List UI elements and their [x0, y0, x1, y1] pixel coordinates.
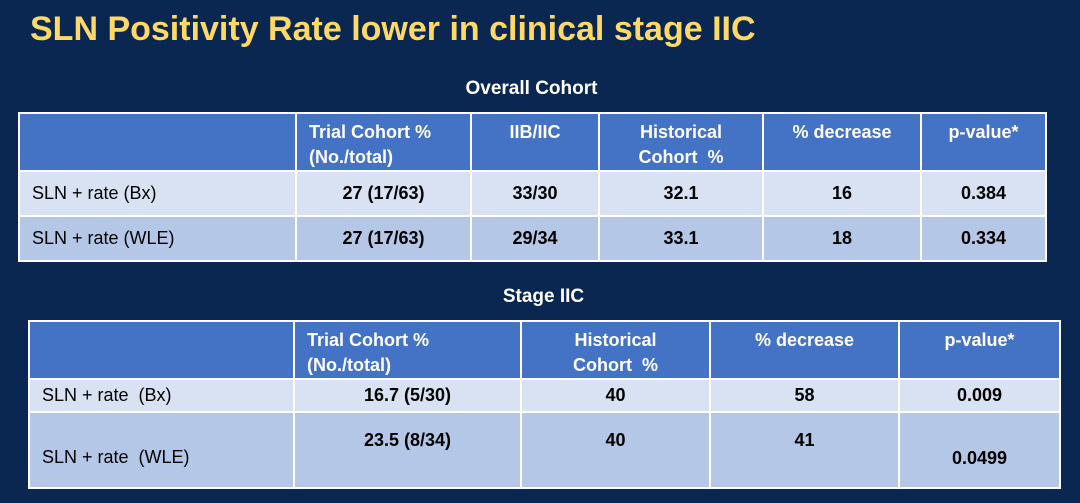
- value-cell: 32.1: [598, 170, 764, 217]
- header-cell: [28, 320, 295, 380]
- value-cell: 27 (17/63): [295, 215, 472, 262]
- row-label-cell: SLN + rate (Bx): [28, 378, 295, 413]
- value-cell: 41: [709, 411, 900, 489]
- header-cell: % decrease: [762, 112, 922, 172]
- header-cell: Historical Cohort %: [520, 320, 711, 380]
- value-cell: 0.0499: [898, 411, 1061, 489]
- value-cell: 33/30: [470, 170, 600, 217]
- table-row: SLN + rate (WLE) 23.5 (8/34) 40 41 0.0499: [28, 411, 1061, 489]
- header-cell: % decrease: [709, 320, 900, 380]
- value-cell: 16: [762, 170, 922, 217]
- value-cell: 33.1: [598, 215, 764, 262]
- header-cell: [18, 112, 297, 172]
- overall-cohort-caption: Overall Cohort: [465, 78, 598, 99]
- header-cell: Trial Cohort % (No./total): [295, 112, 472, 172]
- value-cell: 16.7 (5/30): [293, 378, 522, 413]
- value-cell: 58: [709, 378, 900, 413]
- row-label-cell: SLN + rate (Bx): [18, 170, 297, 217]
- header-cell: Historical Cohort %: [598, 112, 764, 172]
- value-cell: 0.334: [920, 215, 1047, 262]
- table-row: SLN + rate (Bx) 27 (17/63) 33/30 32.1 16 0.38…: [18, 170, 1047, 217]
- value-cell: 40: [520, 411, 711, 489]
- header-cell: Trial Cohort % (No./total): [293, 320, 522, 380]
- overall-cohort-table: Trial Cohort % (No./total) IIB/IIC Histori…: [18, 112, 1047, 262]
- header-cell: p-value*: [898, 320, 1061, 380]
- value-cell: 29/34: [470, 215, 600, 262]
- value-cell: 0.009: [898, 378, 1061, 413]
- value-cell: 0.384: [920, 170, 1047, 217]
- row-label-cell: SLN + rate (WLE): [28, 411, 295, 489]
- table-header-row: Trial Cohort % (No./total) Historical Coh…: [28, 320, 1061, 380]
- table-header-row: Trial Cohort % (No./total) IIB/IIC Histori…: [18, 112, 1047, 172]
- stage-iic-table: Trial Cohort % (No./total) Historical Coh…: [28, 320, 1061, 489]
- value-cell: 23.5 (8/34): [293, 411, 522, 489]
- table-row: SLN + rate (Bx) 16.7 (5/30) 40 58 0.009: [28, 378, 1061, 413]
- value-cell: 40: [520, 378, 711, 413]
- stage-iic-caption: Stage IIC: [502, 286, 585, 307]
- value-cell: 27 (17/63): [295, 170, 472, 217]
- slide-title: SLN Positivity Rate lower in clinical st…: [30, 10, 756, 48]
- value-cell: 18: [762, 215, 922, 262]
- row-label-cell: SLN + rate (WLE): [18, 215, 297, 262]
- table-row: SLN + rate (WLE) 27 (17/63) 29/34 33.1 18 0.3…: [18, 215, 1047, 262]
- header-cell: IIB/IIC: [470, 112, 600, 172]
- header-cell: p-value*: [920, 112, 1047, 172]
